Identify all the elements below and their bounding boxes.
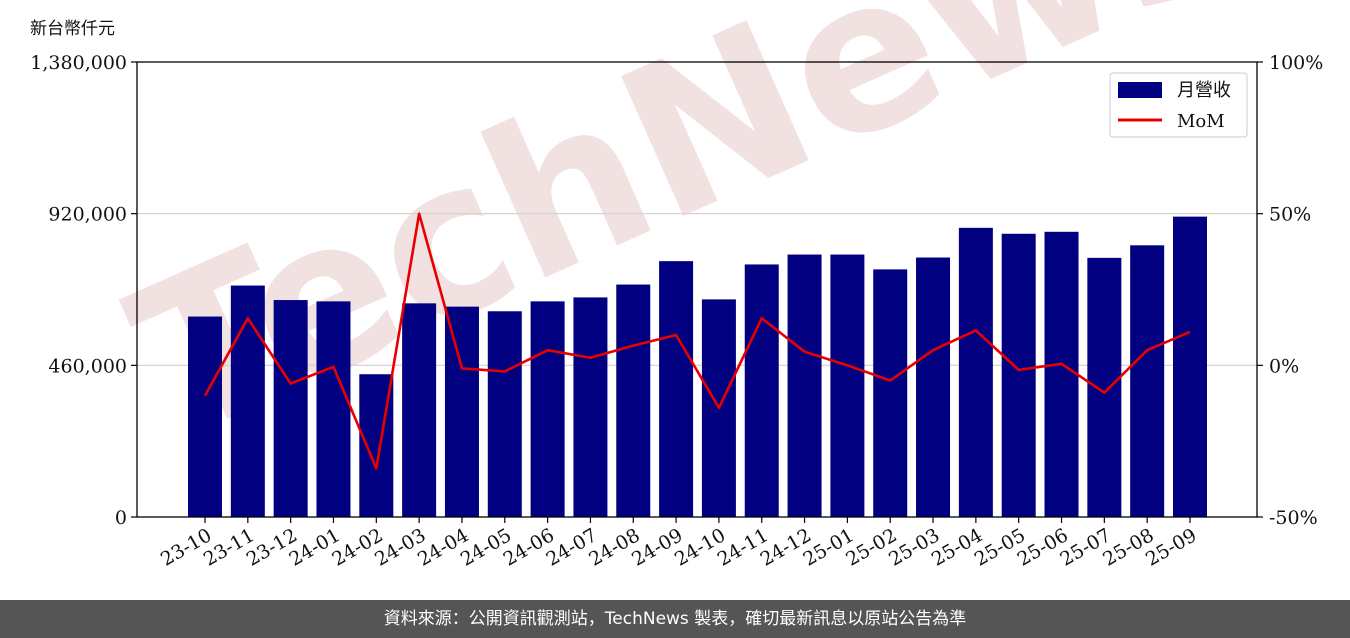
bar-24-04 <box>444 306 479 517</box>
legend-label-mom: MoM <box>1177 111 1225 132</box>
y-right-tick-label: 50% <box>1269 204 1311 226</box>
bar-24-03 <box>402 303 437 517</box>
x-tick-label-25-09: 25-09 <box>1142 524 1200 570</box>
bar-23-12 <box>273 300 308 517</box>
source-footer: 資料來源：公開資訊觀測站，TechNews 製表，確切最新訊息以原站公告為準 <box>0 600 1350 638</box>
y-right-tick-label: 0% <box>1269 355 1299 377</box>
legend-label-revenue: 月營收 <box>1177 80 1231 101</box>
line-series <box>203 212 1191 470</box>
bar-25-08 <box>1130 245 1165 517</box>
y-right-tick-label: -50% <box>1269 507 1318 529</box>
legend-bar-swatch <box>1118 82 1162 98</box>
bar-25-06 <box>1044 231 1079 517</box>
bar-25-07 <box>1087 257 1122 517</box>
y-left-tick-label: 1,380,000 <box>30 52 127 74</box>
bar-25-03 <box>916 257 951 517</box>
bar-24-07 <box>573 297 608 517</box>
bar-25-01 <box>830 254 865 517</box>
bar-25-09 <box>1173 216 1207 517</box>
bar-24-11 <box>744 264 779 517</box>
bar-24-05 <box>487 311 522 517</box>
bar-24-09 <box>659 261 694 517</box>
unit-label: 新台幣仟元 <box>30 19 115 39</box>
bar-24-12 <box>787 254 822 517</box>
bar-23-10 <box>188 316 222 517</box>
bar-25-05 <box>1001 233 1036 517</box>
bar-23-11 <box>230 285 265 517</box>
y-right-tick-label: 100% <box>1269 52 1323 74</box>
y-axis-right: -50% 0% 50% 100% <box>1257 52 1323 529</box>
bar-24-06 <box>530 301 565 517</box>
bar-24-08 <box>616 284 651 517</box>
x-axis: 23-1023-1123-1224-0124-0224-0324-0424-05… <box>157 517 1201 571</box>
bar-25-02 <box>873 269 908 517</box>
mom-line <box>203 212 1191 470</box>
y-left-tick-label: 920,000 <box>48 204 127 226</box>
y-left-tick-label: 460,000 <box>48 355 127 377</box>
bar-24-01 <box>316 301 351 517</box>
plot-frame <box>136 61 1258 518</box>
y-axis-left: 0 460,000 920,000 1,380,000 <box>30 52 137 529</box>
bar-series <box>188 216 1207 517</box>
bar-25-04 <box>958 227 993 517</box>
y-left-tick-label: 0 <box>115 507 127 529</box>
legend: 月營收 MoM <box>1109 72 1248 138</box>
